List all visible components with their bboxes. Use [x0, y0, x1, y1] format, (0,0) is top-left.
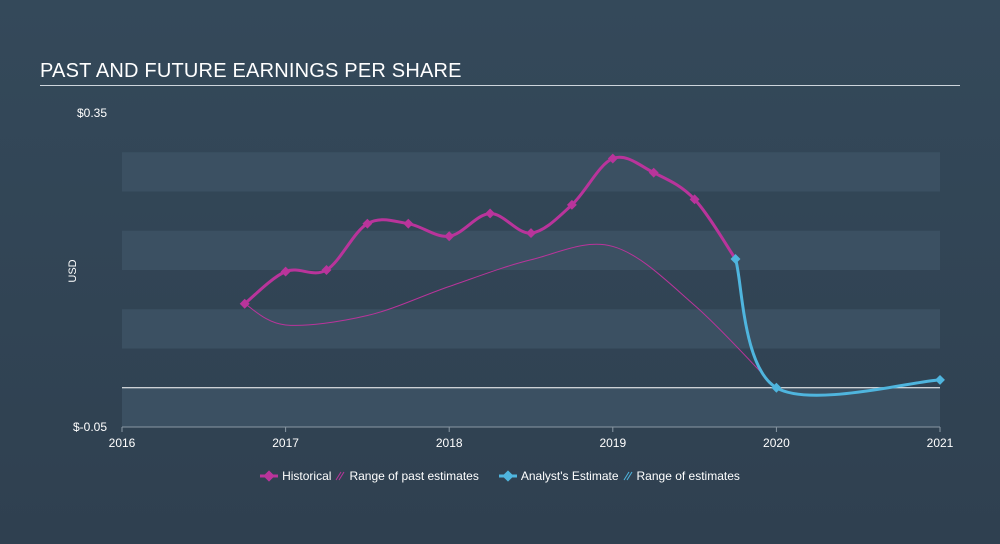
- historical-point[interactable]: [689, 194, 700, 205]
- past-estimates-line: [244, 243, 777, 389]
- estimate-marker-icon: [498, 470, 517, 482]
- x-tick-label-1: 2017: [272, 436, 299, 450]
- x-tick-label-2: 2018: [436, 436, 463, 450]
- legend-past-range-label: Range of past estimates: [349, 469, 479, 483]
- legend-past-range[interactable]: Range of past estimates: [335, 469, 479, 483]
- estimate-point[interactable]: [771, 382, 782, 393]
- band-2: [122, 309, 940, 349]
- historical-point[interactable]: [403, 218, 414, 229]
- legend-range-label: Range of estimates: [636, 469, 740, 483]
- band-3: [122, 387, 940, 427]
- past-range-hatch-icon: [336, 471, 345, 481]
- x-tick-label-4: 2020: [763, 436, 790, 450]
- historical-marker-icon: [260, 470, 279, 482]
- historical-point[interactable]: [566, 199, 577, 210]
- historical-point[interactable]: [280, 266, 291, 277]
- band-0: [122, 152, 940, 192]
- y-tick-label-0: $0.35: [77, 106, 107, 120]
- y-axis-title: USD: [67, 259, 79, 282]
- series-lines: [239, 153, 945, 397]
- historical-point[interactable]: [321, 265, 332, 275]
- legend-historical[interactable]: Historical: [260, 469, 331, 483]
- title-divider: [40, 85, 960, 86]
- y-axis-labels: $0.35 $-0.05: [73, 106, 107, 434]
- historical-point[interactable]: [239, 298, 250, 309]
- historical-point[interactable]: [362, 218, 373, 229]
- legend-estimate[interactable]: Analyst's Estimate: [498, 469, 619, 483]
- historical-point[interactable]: [485, 208, 496, 219]
- legend-historical-label: Historical: [282, 469, 332, 483]
- x-tick-label-0: 2016: [109, 436, 136, 450]
- legend-range[interactable]: Range of estimates: [623, 469, 740, 483]
- historical-point[interactable]: [607, 153, 618, 164]
- x-tick-label-5: 2021: [927, 436, 954, 450]
- historical-point[interactable]: [648, 167, 659, 178]
- x-tick-label-3: 2019: [599, 436, 626, 450]
- background-bands: [122, 152, 940, 427]
- estimate-point[interactable]: [935, 374, 945, 385]
- legend-estimate-label: Analyst's Estimate: [520, 469, 619, 483]
- y-tick-label-1: $-0.05: [73, 420, 107, 434]
- legend: Historical Range of past estimates Analy…: [0, 469, 1000, 483]
- chart-title: PAST AND FUTURE EARNINGS PER SHARE: [40, 60, 462, 82]
- historical-point[interactable]: [526, 228, 536, 239]
- historical-point[interactable]: [444, 231, 455, 242]
- x-axis: 2016 2017 2018 2019 2020 2021: [109, 426, 954, 450]
- range-hatch-icon: [623, 471, 632, 481]
